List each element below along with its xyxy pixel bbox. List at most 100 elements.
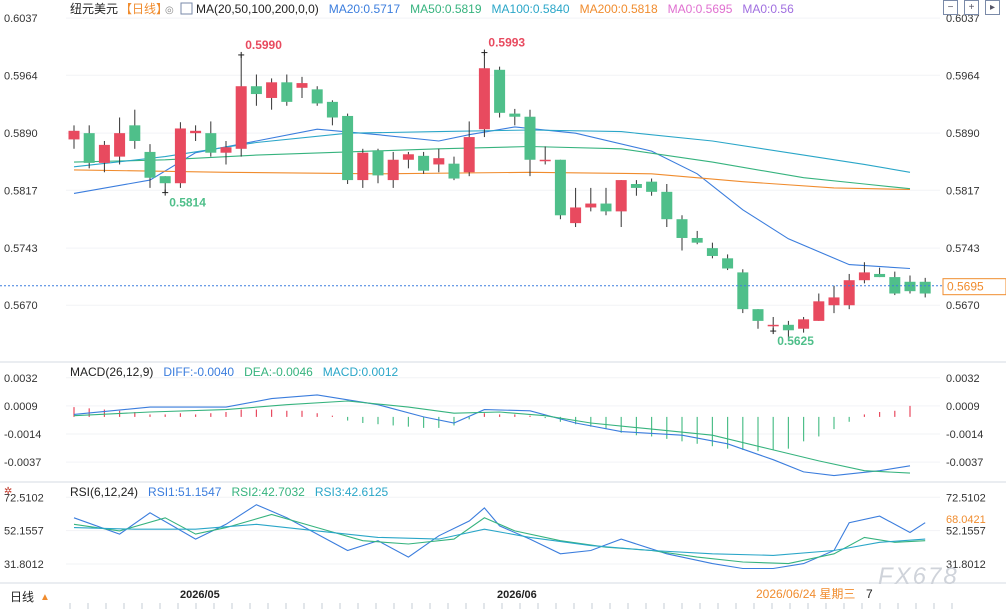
rsi-tick-right: 31.8012 (946, 559, 986, 571)
candle-body (661, 191, 673, 220)
period-button-label: 日线 (10, 590, 34, 604)
rsi-legend-item: RSI1:51.1547 (148, 485, 222, 499)
candle (737, 269, 749, 314)
candle (813, 293, 825, 321)
candle (646, 178, 658, 196)
price-tick-left: 0.5817 (4, 185, 38, 197)
price-tick-left: 0.5890 (4, 128, 38, 140)
rsi-last-label: 68.0421 (946, 514, 986, 526)
candle-body (402, 154, 414, 160)
rsi2-line (73, 513, 926, 565)
candle-body (296, 83, 308, 88)
rsi-tick-left: 31.8012 (4, 559, 44, 571)
macd-legend-item: MACD:0.0012 (323, 365, 399, 379)
zoom-in-icon[interactable]: + (964, 0, 979, 15)
candle (630, 180, 642, 196)
price-tick-left: 0.5743 (4, 243, 38, 255)
ma-legend-item: MA0:0.5695 (668, 2, 733, 16)
candle (570, 187, 582, 228)
candle (83, 125, 95, 169)
price-tick-right: 0.5743 (946, 243, 980, 255)
candle-body (266, 82, 278, 98)
candle-body (691, 237, 703, 243)
last-price-tag (942, 278, 1006, 296)
macd-tick-left: 0.0009 (4, 401, 38, 413)
rsi-tick-left: 52.1557 (4, 526, 44, 538)
candle (676, 215, 688, 251)
candle-body (782, 324, 794, 331)
candle-body (98, 144, 110, 163)
candle-body (630, 184, 642, 188)
cursor-extra-label: 7 (866, 587, 873, 601)
last-price-label: 0.5695 (947, 280, 984, 294)
candle (129, 109, 141, 149)
candle (585, 187, 597, 212)
price-tick-left: 0.6037 (4, 13, 38, 25)
candle (311, 86, 323, 106)
candle (387, 151, 399, 188)
extreme-label: 0.5993 (488, 36, 525, 50)
candle (174, 122, 186, 188)
extreme-label: 0.5990 (245, 38, 282, 52)
candle-body (159, 176, 171, 184)
candle-body (828, 297, 840, 306)
extreme-label: 0.5814 (169, 196, 206, 210)
candle (68, 125, 80, 149)
info-icon: ◎ (165, 5, 174, 16)
price-tick-left: 0.5670 (4, 300, 38, 312)
price-tick-left: 0.5964 (4, 70, 38, 82)
candle-body (737, 272, 749, 310)
candle (843, 273, 855, 310)
candle (98, 140, 110, 173)
rsi-tick-right: 72.5102 (946, 492, 986, 504)
candle-body (190, 130, 202, 134)
candle-body (494, 69, 506, 113)
candle (296, 76, 308, 98)
candle-body (114, 133, 126, 157)
price-tick-right: 0.5964 (946, 70, 980, 82)
candle-body (767, 324, 779, 327)
candle-body (144, 151, 156, 178)
indicator-settings-icon (180, 2, 193, 15)
rsi-settings-icon: ✲ (4, 486, 12, 497)
candle-body (433, 158, 445, 165)
scroll-right-icon[interactable]: ▸ (985, 0, 1000, 15)
price-tick-right: 0.5670 (946, 300, 980, 312)
macd-tick-right: -0.0037 (946, 457, 983, 469)
period-button[interactable]: 日线 ▲ (10, 590, 50, 604)
candle (326, 100, 338, 126)
ma-line-ma100 (73, 129, 911, 173)
ma-legend-item: MA(20,50,100,200,0,0) (196, 2, 319, 16)
candle (478, 52, 490, 138)
candle-body (570, 207, 582, 224)
zoom-out-icon[interactable]: − (943, 0, 958, 15)
candle (205, 121, 217, 157)
candle-body (129, 125, 141, 141)
rsi1-line (73, 504, 926, 570)
candle-body (342, 115, 354, 181)
macd-tick-left: 0.0032 (4, 373, 38, 385)
macd-dea-line (73, 400, 911, 474)
candle-body (889, 277, 901, 294)
ma-line-ma50 (73, 145, 911, 190)
candle-body (250, 86, 262, 95)
macd-legend-item: DIFF:-0.0040 (163, 365, 234, 379)
candle-body (904, 281, 916, 292)
macd-tick-left: -0.0014 (4, 429, 41, 441)
candle-body (235, 86, 247, 149)
candle (706, 242, 718, 259)
candle (524, 109, 536, 177)
candle (357, 148, 369, 188)
candle (463, 121, 475, 177)
candle (342, 113, 354, 184)
candle-body (874, 273, 886, 278)
candle (782, 320, 794, 341)
macd-tick-right: -0.0014 (946, 429, 983, 441)
period-label: 【日线】 (120, 2, 168, 16)
rsi-legend-item: RSI3:42.6125 (315, 485, 389, 499)
candle-body (585, 203, 597, 208)
chart-title: 纽元美元 (70, 2, 118, 16)
candle-body (357, 152, 369, 181)
x-axis-label: 2026/05 (180, 589, 220, 601)
